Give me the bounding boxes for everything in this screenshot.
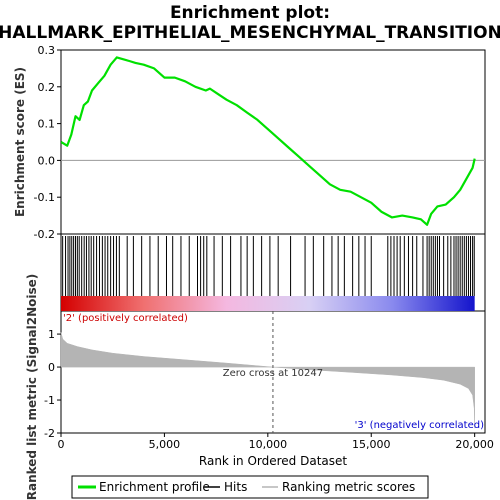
ranking-metric-area: [60, 332, 475, 429]
legend-hits-label: Hits: [224, 480, 247, 494]
metric-tick-label: 0: [48, 361, 55, 374]
metric-tick-label: -1: [44, 394, 55, 407]
zero-cross-label: Zero cross at 10247: [223, 368, 323, 379]
x-tick-label: 10,000: [249, 438, 288, 451]
legend: Enrichment profile Hits Ranking metric s…: [71, 475, 429, 499]
positive-correlation-label: '2' (positively correlated): [63, 313, 188, 324]
x-tick-label: 5,000: [149, 438, 181, 451]
x-tick-label: 20,000: [455, 438, 494, 451]
x-tick-label: 15,000: [352, 438, 391, 451]
metric-tick-label: -2: [44, 427, 55, 440]
es-axis-label: Enrichment score (ES): [13, 67, 27, 217]
rank-gradient-bar: [61, 296, 475, 311]
es-tick-label: 0.0: [38, 154, 56, 167]
metric-axis-label: Ranked list metric (Signal2Noise): [25, 274, 39, 500]
x-axis-ticks: 0 5,000 10,000 15,000 20,000: [58, 433, 494, 451]
x-tick-label: 0: [58, 438, 65, 451]
chart-title-line2: HALLMARK_EPITHELIAL_MESENCHYMAL_TRANSITI…: [0, 23, 500, 43]
es-panel: [60, 49, 486, 235]
enrichment-profile-path: [61, 56, 476, 226]
es-axis-ticks: -0.2 -0.1 0.0 0.1 0.2 0.3: [34, 44, 61, 241]
hit-markers: [62, 236, 475, 296]
legend-box: [71, 475, 429, 499]
x-axis-label: Rank in Ordered Dataset: [199, 454, 347, 468]
legend-metric-label: Ranking metric scores: [282, 480, 415, 494]
negative-correlation-label: '3' (negatively correlated): [355, 420, 484, 431]
es-tick-label: -0.2: [34, 228, 55, 241]
ranking-metric-fill: [60, 332, 475, 429]
legend-profile-label: Enrichment profile: [99, 480, 210, 494]
chart-title-line1: Enrichment plot:: [170, 3, 330, 23]
metric-tick-label: 1: [48, 328, 55, 341]
enrichment-profile-line: [61, 56, 476, 226]
metric-axis-ticks: -2 -1 0 1: [44, 328, 61, 440]
es-tick-label: 0.1: [38, 118, 56, 131]
es-tick-label: -0.1: [34, 191, 55, 204]
es-tick-label: 0.2: [38, 81, 56, 94]
es-tick-label: 0.3: [38, 44, 56, 57]
